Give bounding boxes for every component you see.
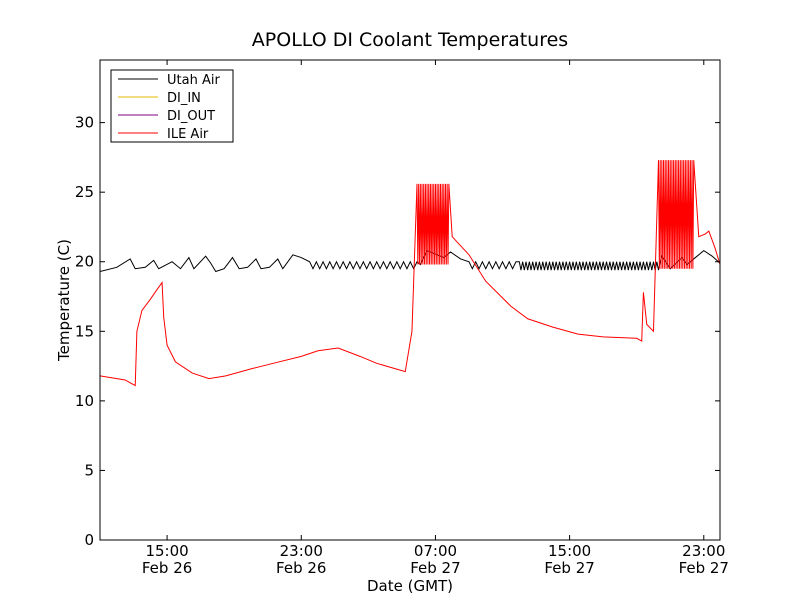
- legend-label: Utah Air: [167, 73, 220, 88]
- y-axis-label: Temperature (C): [55, 239, 73, 362]
- x-tick-label-time: 23:00: [280, 542, 323, 560]
- y-tick-label: 25: [75, 183, 94, 201]
- legend-box: [110, 69, 234, 143]
- y-tick-label: 0: [84, 531, 94, 549]
- y-tick-label: 10: [75, 392, 94, 410]
- legend-label: DI_OUT: [167, 109, 215, 124]
- y-tick-label: 20: [75, 253, 94, 271]
- legend: Utah Air DI_IN DI_OUT ILE Air: [110, 69, 234, 143]
- x-tick-label-time: 15:00: [548, 542, 591, 560]
- x-tick-label-time: 15:00: [145, 542, 188, 560]
- x-tick-label-time: 07:00: [414, 542, 457, 560]
- series-line-ile-air: [100, 160, 720, 387]
- plot-frame: [99, 59, 721, 541]
- y-tick-label: 5: [84, 461, 94, 479]
- x-tick-label-date: Feb 26: [276, 559, 326, 577]
- x-axis-label: Date (GMT): [367, 577, 453, 595]
- x-tick-label-time: 23:00: [682, 542, 725, 560]
- x-tick-label-date: Feb 27: [679, 559, 729, 577]
- x-tick-label-date: Feb 27: [544, 559, 594, 577]
- legend-label: ILE Air: [167, 127, 209, 142]
- x-tick-label-date: Feb 27: [410, 559, 460, 577]
- legend-label: DI_IN: [167, 91, 201, 106]
- chart-title: APOLLO DI Coolant Temperatures: [252, 29, 568, 51]
- x-tick-label-date: Feb 26: [142, 559, 192, 577]
- series-line-utah-air: [100, 249, 720, 273]
- y-tick-label: 30: [75, 114, 94, 132]
- y-tick-label: 15: [75, 322, 94, 340]
